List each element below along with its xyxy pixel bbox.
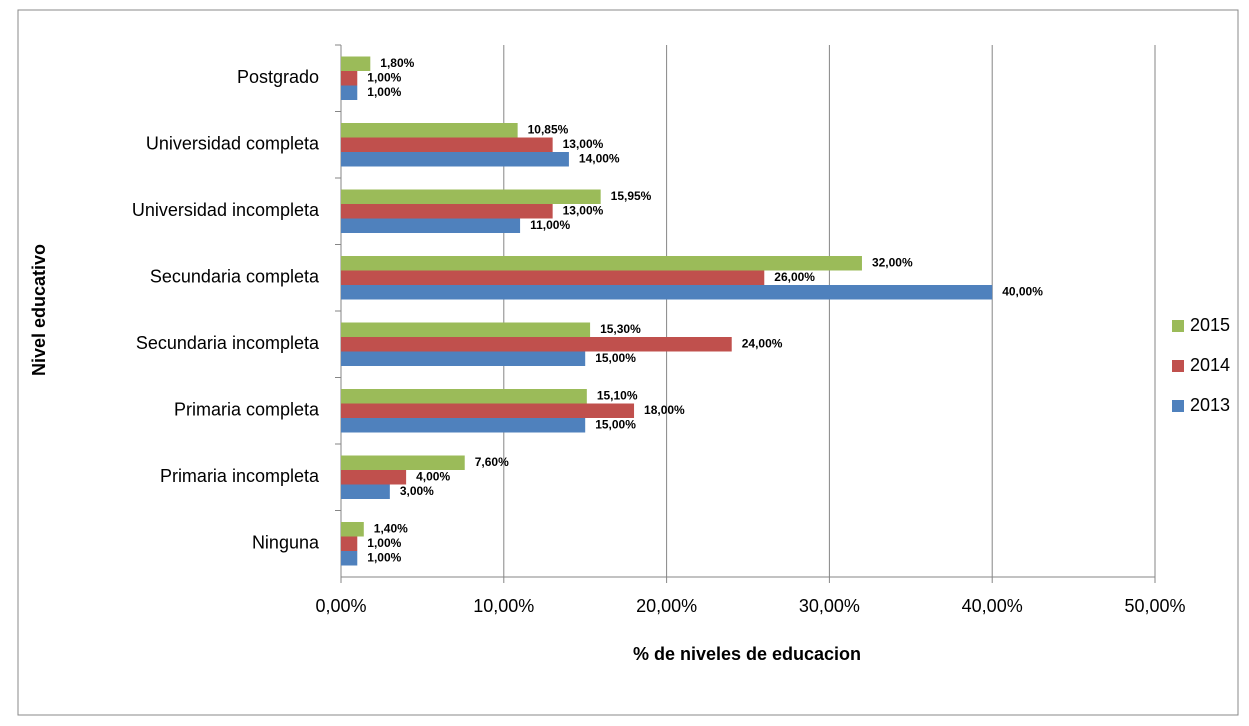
y-tick-label: Universidad incompleta xyxy=(132,200,320,220)
data-label: 1,80% xyxy=(380,56,414,70)
y-tick-label: Postgrado xyxy=(237,67,319,87)
x-tick-label: 20,00% xyxy=(636,596,697,616)
bar xyxy=(341,418,586,433)
data-label: 24,00% xyxy=(742,336,783,350)
bar xyxy=(341,256,862,271)
bar xyxy=(341,270,765,285)
chart-border xyxy=(17,9,1239,716)
x-tick-label: 50,00% xyxy=(1124,596,1185,616)
data-label: 7,60% xyxy=(475,455,509,469)
x-tick-label: 40,00% xyxy=(962,596,1023,616)
data-label: 18,00% xyxy=(644,403,685,417)
bar xyxy=(341,470,407,485)
data-label: 11,00% xyxy=(530,218,570,232)
legend-swatch xyxy=(1172,320,1184,332)
data-label: 15,10% xyxy=(597,388,638,402)
legend-swatch xyxy=(1172,400,1184,412)
bar xyxy=(341,403,635,418)
data-label: 14,00% xyxy=(579,151,620,165)
data-label: 13,00% xyxy=(563,137,604,151)
bar xyxy=(341,551,358,566)
data-label: 3,00% xyxy=(400,484,434,498)
x-tick-label: 0,00% xyxy=(315,596,366,616)
x-tick-label: 30,00% xyxy=(799,596,860,616)
bar xyxy=(341,455,465,470)
data-label: 1,00% xyxy=(367,70,401,84)
bar xyxy=(341,484,390,499)
bar xyxy=(341,71,358,86)
data-label: 10,85% xyxy=(528,122,569,136)
bar xyxy=(341,189,601,204)
bar xyxy=(341,137,553,152)
x-axis-title: % de niveles de educacion xyxy=(633,644,861,664)
y-tick-label: Primaria incompleta xyxy=(160,466,320,486)
data-label: 40,00% xyxy=(1002,284,1043,298)
bar xyxy=(341,337,732,352)
data-label: 13,00% xyxy=(563,203,604,217)
bar xyxy=(341,536,358,551)
y-axis-title: Nivel educativo xyxy=(29,244,49,376)
bar xyxy=(341,322,591,337)
data-label: 4,00% xyxy=(416,469,450,483)
x-tick-label: 10,00% xyxy=(473,596,534,616)
data-label: 32,00% xyxy=(872,255,913,269)
bar xyxy=(341,123,518,138)
y-tick-label: Ninguna xyxy=(252,533,320,553)
y-tick-label: Secundaria completa xyxy=(150,267,320,287)
data-label: 1,00% xyxy=(367,85,401,99)
bar xyxy=(341,204,553,219)
bar xyxy=(341,56,371,71)
bar xyxy=(341,285,993,300)
y-tick-label: Universidad completa xyxy=(146,134,320,154)
bar xyxy=(341,351,586,366)
data-label: 15,00% xyxy=(595,351,636,365)
data-label: 15,95% xyxy=(611,189,652,203)
bar xyxy=(341,522,364,537)
data-label: 26,00% xyxy=(774,270,815,284)
data-label: 1,00% xyxy=(367,550,401,564)
legend-label: 2015 xyxy=(1190,315,1230,335)
y-tick-label: Primaria completa xyxy=(174,400,320,420)
data-label: 15,30% xyxy=(600,322,641,336)
legend-label: 2013 xyxy=(1190,395,1230,415)
y-tick-label: Secundaria incompleta xyxy=(136,333,320,353)
data-label: 1,40% xyxy=(374,521,408,535)
bar xyxy=(341,218,521,233)
data-label: 15,00% xyxy=(595,417,636,431)
bar xyxy=(341,152,569,167)
bar xyxy=(341,85,358,100)
legend-label: 2014 xyxy=(1190,355,1230,375)
bar xyxy=(341,389,587,404)
legend-swatch xyxy=(1172,360,1184,372)
data-label: 1,00% xyxy=(367,536,401,550)
